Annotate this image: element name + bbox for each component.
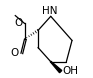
Polygon shape (50, 61, 62, 73)
Text: OH: OH (62, 66, 78, 76)
Text: O: O (14, 18, 22, 28)
Text: O: O (11, 48, 19, 58)
Text: HN: HN (42, 6, 58, 16)
